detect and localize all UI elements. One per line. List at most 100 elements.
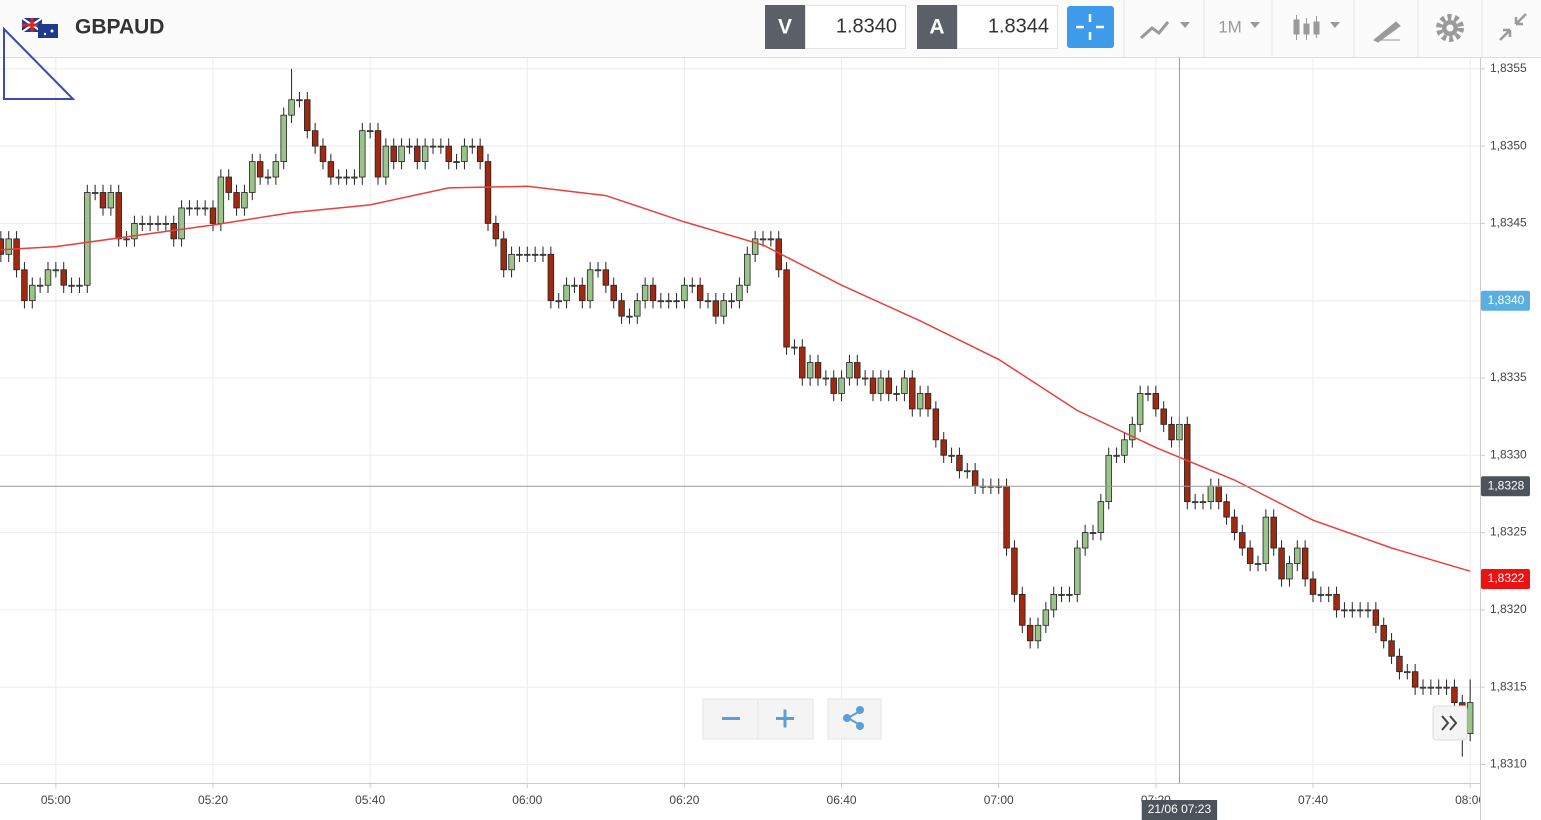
candle-body [1199,501,1207,504]
indicator-button[interactable] [1139,21,1190,40]
x-tick-label: 05:40 [355,793,385,807]
zoom-in-button[interactable] [757,698,814,740]
candle-body [940,439,947,456]
candle-body [154,223,162,225]
candle-body [586,269,594,302]
candle-body [1333,594,1340,611]
candle-body [68,284,75,287]
candle-body [421,145,429,162]
candle-body [84,192,91,286]
candle-body [594,269,602,272]
bid-button[interactable] [765,5,805,49]
candle-body [806,362,814,379]
candle-body [1231,516,1238,533]
candle-body [36,284,44,287]
candle-body [209,207,217,224]
candle-body [634,300,641,317]
candle-body [1411,671,1419,688]
y-tick-label: 1,8330 [1490,447,1527,461]
candle-body [1262,516,1270,564]
candle-body [1435,686,1442,689]
candle-body [414,145,421,162]
price-marker-box [1481,290,1530,311]
candle-body [1325,594,1332,596]
draw-button[interactable] [1373,21,1401,43]
candle-body [885,377,892,394]
candle-body [736,284,743,302]
candle-body [1034,624,1042,642]
y-tick-label: 1,8355 [1490,61,1527,75]
zoom-out-button[interactable] [702,698,759,740]
candle-body [751,238,759,255]
timeframe[interactable]: 1M [1218,17,1242,36]
collapse-button[interactable] [1499,13,1527,41]
candle-body [437,145,445,148]
x-tick-label: 05:20 [198,793,228,807]
candle-body [759,238,767,241]
candle-body [1019,594,1026,626]
candle-body [374,130,382,178]
y-tick-label: 1,8320 [1490,602,1527,616]
x-tick-label: 07:00 [984,793,1014,807]
candle-body [1121,439,1128,456]
settings-button[interactable] [1436,14,1464,42]
price-marker-label: 1,8340 [1488,293,1525,307]
candle-body [390,145,397,162]
price-marker-box [1481,568,1530,589]
candle-body [1074,547,1081,595]
moving-average-line [0,185,1471,572]
crosshair-button[interactable] [1067,6,1114,48]
y-tick-label: 1,8335 [1490,370,1527,384]
candle-body [5,238,12,255]
candle-body [1380,624,1387,642]
candle-body [1223,501,1230,518]
candle-body [971,470,979,487]
candle-body [1451,686,1458,704]
candle-body [1097,501,1105,533]
candle-body [1388,640,1395,657]
candle-body [272,161,280,178]
triangle-drawing[interactable] [3,26,76,100]
candle-body [1129,423,1136,441]
candle-body [0,238,5,255]
chart-type-button[interactable] [1293,15,1340,40]
candle-body [704,300,712,303]
bid-label: V [778,16,792,39]
bid-box[interactable] [805,5,906,49]
y-tick-label: 1,8350 [1490,138,1527,152]
candle-body [689,284,696,287]
candle-body [1191,501,1199,504]
price-marker-label: 1,8322 [1488,571,1525,585]
candle-body [1066,594,1073,596]
scroll-right-button[interactable] [1432,705,1468,741]
candle-body [1081,532,1089,549]
x-tick-label: 08:00 [1455,793,1485,807]
x-tick-label: 06:40 [827,793,857,807]
candle-body [626,315,633,318]
candle-body [327,161,335,178]
candle-body [123,238,130,241]
candle-body [1184,423,1191,503]
candle-body [1003,485,1010,549]
ask-button[interactable] [917,5,957,49]
ask-label: A [929,16,944,39]
candle-body [398,145,405,162]
candle-body [107,192,115,209]
candle-body [492,223,500,240]
candle-body [1356,609,1364,612]
candle-body [893,393,900,395]
candle-body [225,176,232,193]
ask-box[interactable] [957,5,1058,49]
share-button[interactable] [827,698,882,740]
candle-body [524,253,531,256]
candle-body [264,176,272,179]
candle-body [178,207,185,240]
y-tick-label: 1,8325 [1490,525,1527,539]
candle-body [1058,594,1065,596]
candle-body [1144,393,1152,395]
plot-area [0,58,1480,783]
candle-body [1254,563,1262,565]
candle-body [1136,393,1144,425]
